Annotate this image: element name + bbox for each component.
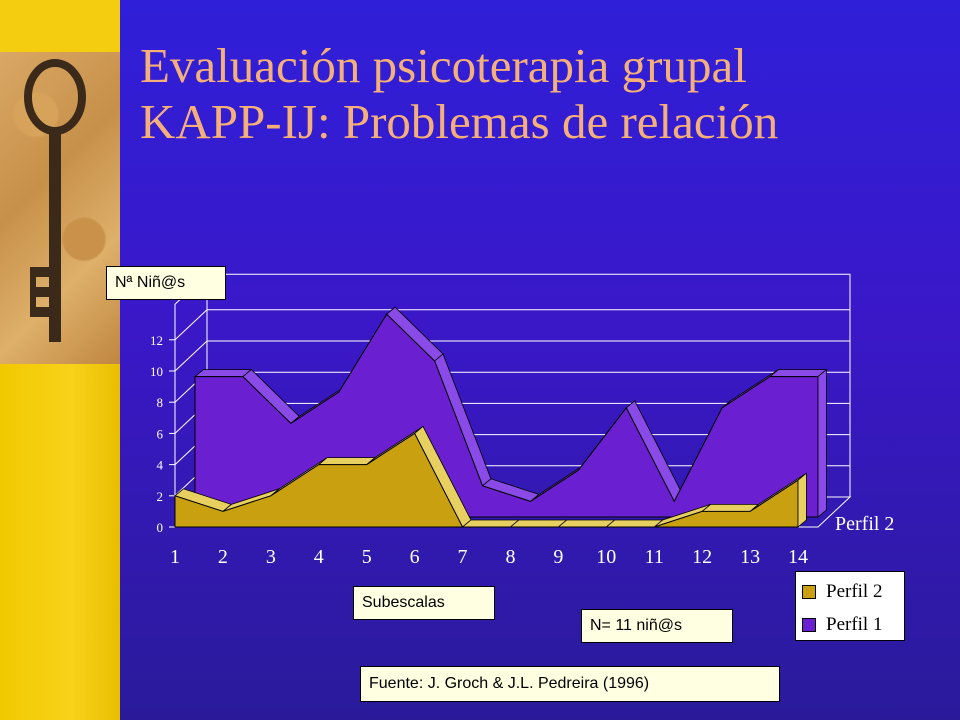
x-tick-label: 2: [218, 546, 228, 568]
perfil2-ribbon-segment: [701, 503, 760, 512]
sidebar-band: [0, 0, 120, 52]
x-tick-label: 9: [553, 546, 563, 568]
x-tick-label: 6: [410, 546, 420, 568]
legend-swatch-perfil2: [802, 585, 816, 599]
sample-size-box: N= 11 niñ@s: [581, 609, 733, 643]
y-tick-label: 6: [157, 426, 164, 441]
x-tick-label: 3: [266, 546, 276, 568]
perfil1-ribbon-segment: [768, 369, 828, 378]
perfil1-end-cap: [817, 368, 827, 518]
x-tick-label: 11: [645, 546, 664, 568]
x-axis-label-box: Subescalas: [353, 586, 495, 620]
source-box: Fuente: J. Groch & J.L. Pedreira (1996): [360, 666, 780, 702]
gridline-side: [174, 340, 208, 372]
x-tick-label: 5: [362, 546, 372, 568]
depth-axis-label: Perfil 2: [835, 513, 894, 535]
slide-title-line1: Evaluación psicoterapia grupal: [140, 38, 747, 93]
legend-item-perfil1: Perfil 1: [802, 614, 882, 636]
y-axis-label-box: Nª Niñ@s: [106, 266, 226, 300]
perfil1-ribbon-segment: [193, 369, 253, 378]
legend-item-perfil2: Perfil 2: [802, 581, 882, 603]
legend-label-perfil2: Perfil 2: [826, 581, 883, 602]
perfil2-ribbon-segment: [605, 519, 664, 528]
legend-swatch-perfil1: [802, 618, 816, 632]
key-photo: [0, 52, 120, 364]
gridline-side: [174, 309, 208, 341]
x-tick-label: 8: [505, 546, 515, 568]
perfil2-ribbon-segment: [317, 457, 377, 466]
perfil2-ribbon-segment: [557, 519, 616, 528]
x-tick-label: 12: [692, 546, 712, 568]
y-tick-label: 12: [150, 333, 163, 348]
perfil2-ribbon-segment: [509, 519, 568, 528]
slide-title-line2: KAPP-IJ: Problemas de relación: [140, 94, 779, 149]
perfil2-end-cap: [797, 472, 807, 528]
y-tick-label: 4: [157, 458, 164, 473]
y-tick-label: 2: [157, 489, 164, 504]
x-tick-label: 1: [170, 546, 180, 568]
legend-label-perfil1: Perfil 1: [826, 614, 883, 635]
perfil2-ribbon-segment: [461, 519, 520, 528]
x-tick-label: 7: [458, 546, 468, 568]
slide-title: Evaluación psicoterapia grupal KAPP-IJ: …: [140, 38, 940, 150]
y-tick-label: 10: [150, 364, 163, 379]
chart-legend: Perfil 2 Perfil 1: [795, 571, 905, 641]
x-tick-label: 14: [788, 546, 808, 568]
x-tick-label: 10: [596, 546, 616, 568]
y-tick-label: 8: [157, 395, 164, 410]
key-photo-icon: [24, 59, 86, 342]
y-tick-label: 0: [157, 520, 164, 535]
x-tick-label: 13: [740, 546, 760, 568]
x-tick-label: 4: [314, 546, 324, 568]
